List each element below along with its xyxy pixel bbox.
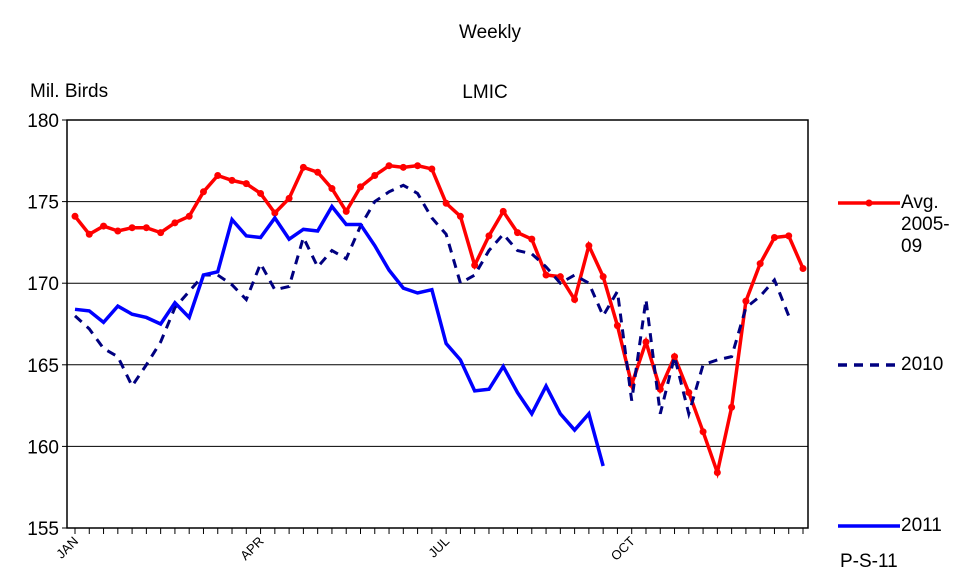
marker: [342, 207, 350, 215]
marker: [799, 265, 807, 273]
marker: [571, 296, 579, 304]
marker: [356, 183, 364, 191]
marker: [671, 353, 679, 361]
y-tick-label: 175: [27, 193, 59, 214]
chart-subtitle: LMIC: [462, 82, 507, 103]
marker: [528, 235, 536, 243]
marker: [685, 389, 693, 397]
y-tick-label: 155: [27, 519, 59, 540]
marker: [228, 176, 236, 184]
legend-label: Avg. 2005-09: [901, 192, 950, 257]
note: P-S-11: [840, 551, 898, 572]
marker: [442, 199, 450, 207]
marker: [328, 185, 336, 193]
marker: [514, 229, 522, 237]
marker: [85, 230, 93, 238]
marker: [271, 209, 279, 217]
marker: [742, 297, 750, 305]
legend-marker: [865, 199, 873, 207]
marker: [713, 469, 721, 477]
marker: [385, 162, 393, 170]
marker: [114, 227, 122, 235]
y-tick-label: 165: [27, 356, 59, 377]
legend-label: 2010: [901, 354, 944, 375]
marker: [257, 189, 265, 197]
marker: [456, 212, 464, 220]
marker: [199, 188, 207, 196]
marker: [656, 385, 664, 393]
marker: [699, 428, 707, 436]
marker: [642, 338, 650, 346]
marker: [485, 232, 493, 240]
marker: [399, 163, 407, 171]
y-axis-label: Mil. Birds: [30, 81, 108, 102]
marker: [728, 403, 736, 411]
marker: [371, 171, 379, 179]
marker: [142, 224, 150, 232]
y-tick-label: 180: [27, 111, 59, 132]
marker: [770, 234, 778, 242]
plot-frame: [66, 119, 809, 529]
series-line: [73, 163, 805, 479]
marker: [613, 322, 621, 330]
marker: [128, 224, 136, 232]
marker: [428, 165, 436, 173]
marker: [100, 222, 108, 230]
marker: [756, 260, 764, 268]
marker: [599, 273, 607, 281]
marker: [157, 229, 165, 237]
x-tick-label: OCT: [608, 533, 638, 563]
legend-label: 2011: [901, 515, 942, 536]
marker: [314, 168, 322, 176]
y-tick-label: 160: [27, 437, 59, 458]
x-tick-label: JUL: [425, 534, 452, 561]
marker: [299, 163, 307, 171]
marker: [214, 171, 222, 179]
marker: [171, 219, 179, 227]
marker: [499, 207, 507, 215]
marker: [242, 180, 250, 188]
marker: [71, 212, 79, 220]
marker: [785, 232, 793, 240]
series-line: [74, 203, 605, 467]
marker: [585, 242, 593, 250]
y-tick-label: 170: [27, 274, 59, 295]
marker: [285, 194, 293, 202]
series-line: [73, 183, 791, 420]
marker: [542, 271, 550, 279]
marker: [185, 212, 193, 220]
marker: [556, 273, 564, 281]
marker: [471, 261, 479, 269]
marker: [414, 162, 422, 170]
x-tick-label: APR: [237, 534, 267, 564]
chart-title: Weekly: [459, 22, 521, 43]
